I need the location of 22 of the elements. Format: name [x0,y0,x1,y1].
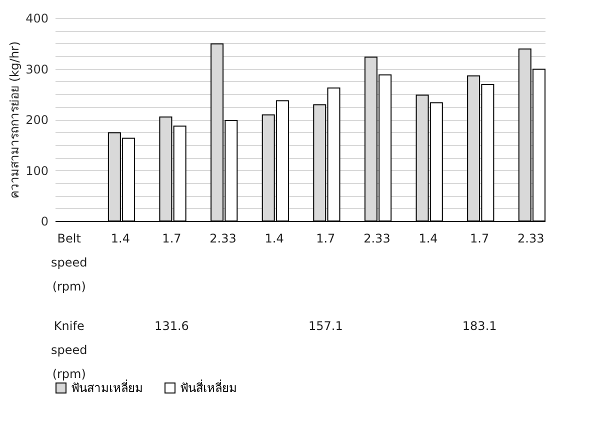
y-tick-label: 300 [26,62,48,76]
x-tick-label: 1.7 [470,232,490,246]
x-tick-label: 2.33 [210,232,236,246]
x-tick-label: 2.33 [518,232,544,246]
x-tick-label: 1.7 [162,232,182,246]
x-tick-label: 2.33 [364,232,390,246]
y-tick-label: 400 [26,12,48,26]
text: 183.1 [462,319,497,333]
y-tick-label: 0 [40,214,48,228]
text: Knife speed (rpm) [50,319,88,381]
x-tick-label: Belt speed (rpm) [50,232,88,294]
x-tick-label: 1.4 [110,232,130,246]
y-tick-label: 200 [26,113,48,127]
y-axis-title: ความสามารถการย่อย (kg/hr) [8,41,22,199]
legend-label: ฟันสี่เหลี่ยม [180,379,237,395]
x-tick-label: 1.4 [418,232,438,246]
text: 157.1 [308,319,343,333]
legend-label: ฟันสามเหลี่ยม [71,379,143,395]
x-tick-label: 1.7 [316,232,336,246]
x-tick-label: 1.4 [264,232,284,246]
y-tick-label: 100 [26,164,48,178]
text: 131.6 [154,319,189,333]
